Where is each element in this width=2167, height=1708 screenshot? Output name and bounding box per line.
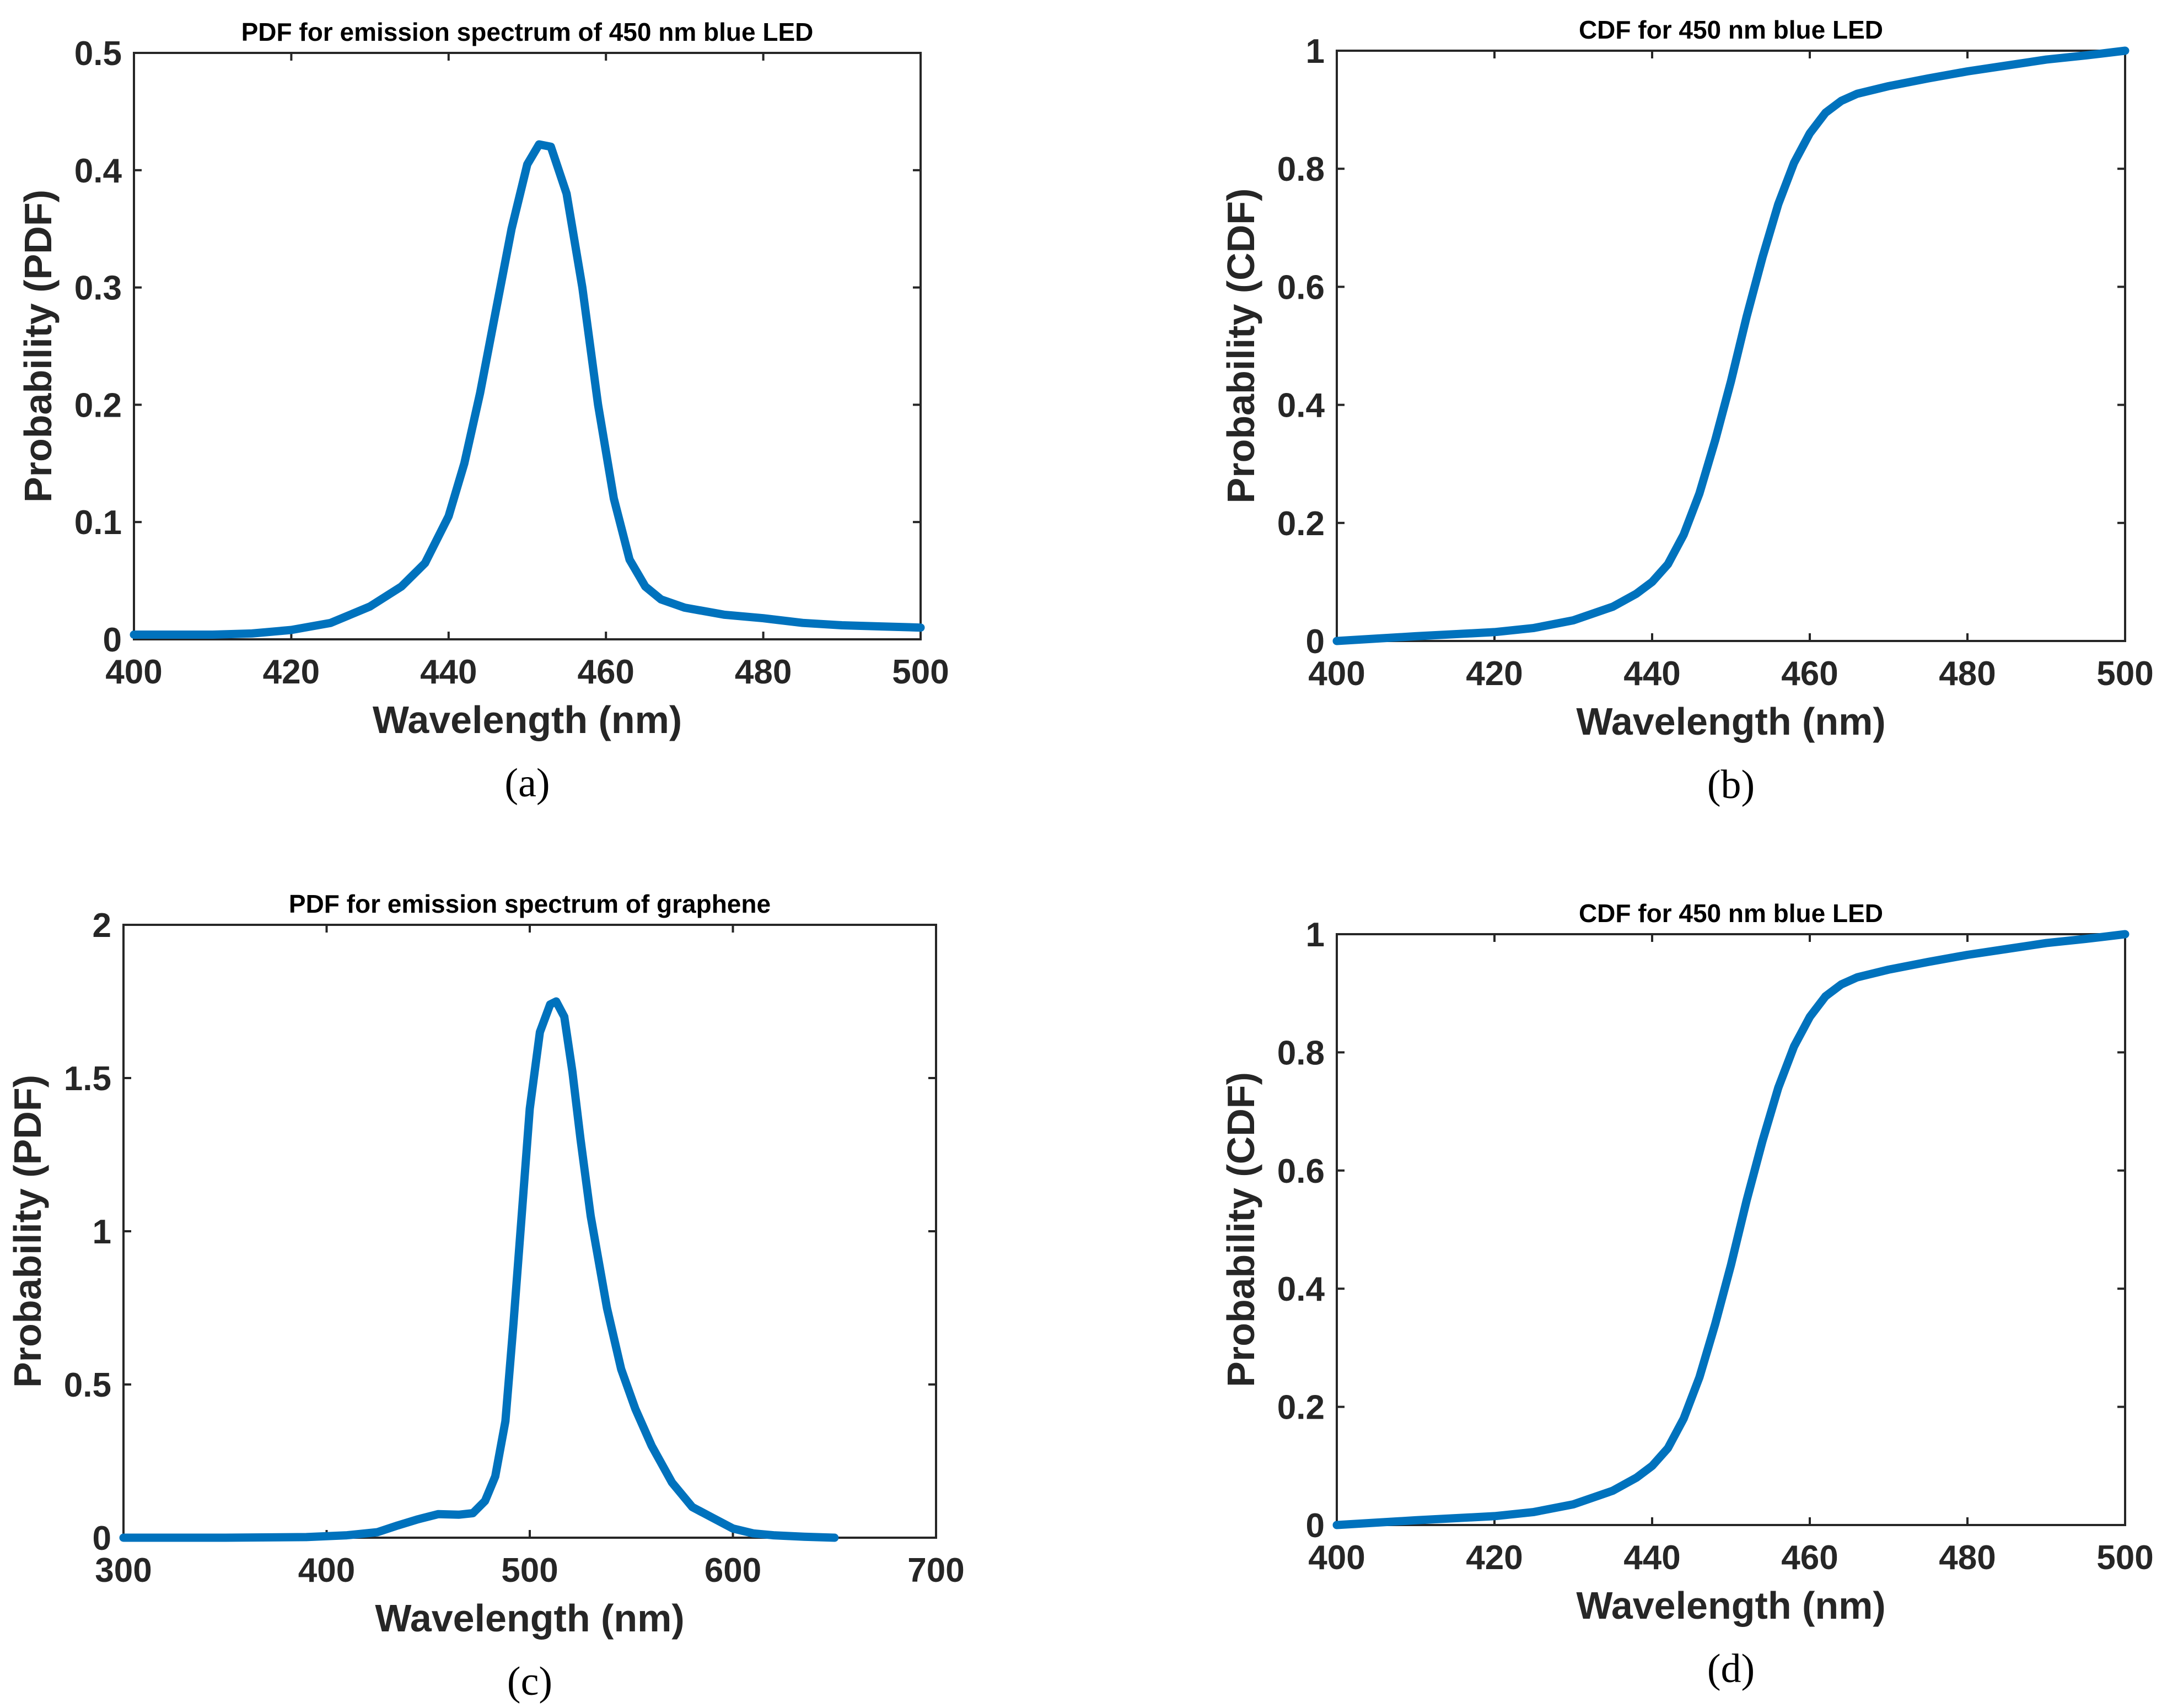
- y-tick-label: 0.6: [1277, 268, 1325, 306]
- x-tick-label: 460: [1781, 1539, 1838, 1577]
- x-tick-label: 300: [95, 1551, 152, 1590]
- x-tick-label: 500: [2096, 1539, 2153, 1577]
- y-tick-label: 0.2: [1277, 505, 1325, 543]
- plot-frame: [133, 52, 922, 640]
- x-tick-label: 480: [1939, 655, 1996, 693]
- chart-panel-a: 400 420 440 460 480 500 0 0.1 0.2 0.3 0.4 0.5 PDF fo…: [17, 18, 949, 806]
- x-axis-label: Wavelength (nm): [375, 1597, 684, 1640]
- y-tick-label: 0: [93, 1520, 111, 1558]
- chart-title: PDF for emission spectrum of graphene: [289, 890, 771, 918]
- series-line-cdf: [1332, 930, 2130, 1529]
- y-axis-label: Probability (CDF): [1219, 1072, 1262, 1387]
- y-tick-label: 2: [93, 907, 111, 945]
- x-tick-label: 700: [907, 1551, 964, 1590]
- x-tick-label: 480: [1939, 1539, 1996, 1577]
- chart-title: PDF for emission spectrum of 450 nm blue…: [241, 18, 814, 46]
- y-tick-label: 0: [1306, 623, 1325, 661]
- y-tick-label: 0: [1306, 1507, 1325, 1545]
- y-tick-label: 0.2: [74, 386, 122, 424]
- plot-frame: [1336, 50, 2126, 642]
- panel-label: (d): [1707, 1646, 1755, 1691]
- y-tick-label: 0.1: [74, 504, 122, 542]
- panel-label: (a): [504, 761, 550, 806]
- chart-panel-c: 300 400 500 600 700 0 0.5 1 1.5 2 PDF for emission…: [6, 890, 965, 1704]
- x-axis-label: Wavelength (nm): [1576, 1584, 1885, 1627]
- plot-frame: [122, 924, 937, 1539]
- x-tick-label: 400: [1308, 655, 1365, 693]
- x-tick-label: 600: [705, 1551, 761, 1590]
- x-tick-label: 400: [105, 653, 162, 691]
- y-tick-label: 1: [1306, 33, 1325, 71]
- y-tick-label: 0.4: [1277, 387, 1325, 425]
- x-tick-label: 420: [263, 653, 320, 691]
- y-tick-label: 0.8: [1277, 1034, 1325, 1072]
- chart-title: CDF for 450 nm blue LED: [1579, 15, 1883, 44]
- y-axis-label: Probability (PDF): [6, 1075, 49, 1388]
- x-tick-label: 420: [1466, 655, 1523, 693]
- x-tick-label: 480: [735, 653, 792, 691]
- y-tick-label: 0.3: [74, 270, 122, 308]
- x-axis-label: Wavelength (nm): [1576, 700, 1885, 743]
- x-tick-label: 500: [892, 653, 949, 691]
- y-tick-label: 0.4: [1277, 1270, 1325, 1308]
- plot-frame: [1336, 933, 2126, 1526]
- chart-panel-d: 400 420 440 460 480 500 0 0.2 0.4 0.6 0.8 1 CDF for …: [1219, 899, 2154, 1691]
- y-axis-label: Probability (CDF): [1219, 188, 1262, 504]
- x-tick-label: 460: [1781, 655, 1838, 693]
- y-tick-label: 0.2: [1277, 1389, 1325, 1427]
- x-tick-label: 500: [501, 1551, 558, 1590]
- panel-label: (c): [507, 1659, 552, 1704]
- y-tick-label: 1: [1306, 916, 1325, 954]
- series-line-pdf: [130, 140, 925, 639]
- chart-panel-b: 400 420 440 460 480 500 0 0.2 0.4 0.6 0.8 1 CDF for …: [1219, 15, 2154, 807]
- series-line-pdf: [119, 997, 839, 1542]
- y-axis-label: Probability (PDF): [17, 190, 60, 503]
- y-tick-label: 1.5: [64, 1060, 111, 1098]
- y-tick-label: 0.5: [64, 1366, 111, 1404]
- x-tick-label: 440: [1623, 1539, 1680, 1577]
- y-tick-label: 0.4: [74, 152, 122, 190]
- y-tick-label: 0.5: [74, 35, 122, 73]
- y-tick-label: 0.8: [1277, 150, 1325, 188]
- x-tick-label: 440: [420, 653, 477, 691]
- x-tick-label: 500: [2096, 655, 2153, 693]
- x-tick-label: 440: [1623, 655, 1680, 693]
- y-tick-label: 1: [93, 1213, 111, 1251]
- x-tick-label: 420: [1466, 1539, 1523, 1577]
- x-tick-label: 460: [577, 653, 634, 691]
- chart-title: CDF for 450 nm blue LED: [1579, 899, 1883, 928]
- y-tick-label: 0.6: [1277, 1152, 1325, 1190]
- x-tick-label: 400: [298, 1551, 355, 1590]
- series-line-cdf: [1332, 46, 2130, 645]
- x-tick-label: 400: [1308, 1539, 1365, 1577]
- x-axis-label: Wavelength (nm): [373, 698, 682, 741]
- y-tick-label: 0: [103, 621, 122, 659]
- panel-label: (b): [1707, 762, 1755, 807]
